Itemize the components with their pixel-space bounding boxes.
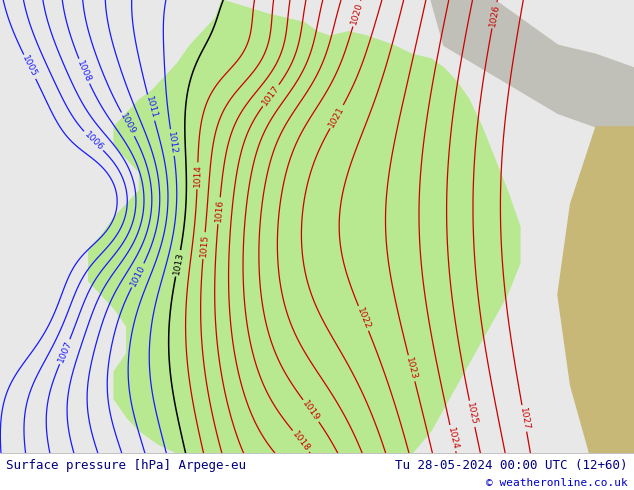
Text: 1009: 1009: [119, 112, 138, 137]
Text: 1007: 1007: [56, 340, 74, 364]
Text: Surface pressure [hPa] Arpege-eu: Surface pressure [hPa] Arpege-eu: [6, 459, 247, 471]
Text: 1027: 1027: [518, 406, 531, 430]
Text: 1022: 1022: [355, 306, 372, 331]
Text: 1018: 1018: [290, 429, 312, 453]
Text: 1011: 1011: [144, 96, 158, 120]
Text: 1016: 1016: [214, 199, 224, 222]
Text: 1025: 1025: [465, 402, 479, 426]
Polygon shape: [431, 0, 634, 127]
Text: 1020: 1020: [349, 1, 365, 26]
Text: 1017: 1017: [261, 84, 281, 107]
Text: 1026: 1026: [488, 3, 501, 27]
Text: © weatheronline.co.uk: © weatheronline.co.uk: [486, 478, 628, 488]
Text: 1013: 1013: [172, 251, 184, 275]
Text: Tu 28-05-2024 00:00 UTC (12+60): Tu 28-05-2024 00:00 UTC (12+60): [395, 459, 628, 471]
Text: 1024: 1024: [446, 426, 460, 450]
Text: 1010: 1010: [129, 263, 147, 288]
Text: 1015: 1015: [198, 234, 209, 257]
Text: 1019: 1019: [301, 399, 321, 423]
Polygon shape: [127, 371, 165, 431]
Text: 1023: 1023: [404, 356, 418, 381]
Polygon shape: [558, 127, 634, 453]
Text: 1006: 1006: [82, 130, 105, 152]
Text: 1021: 1021: [327, 104, 346, 129]
Text: 1005: 1005: [20, 54, 39, 79]
Text: 1014: 1014: [193, 164, 202, 187]
Polygon shape: [89, 0, 520, 453]
Text: 1008: 1008: [75, 59, 93, 84]
Text: 1012: 1012: [166, 130, 178, 154]
